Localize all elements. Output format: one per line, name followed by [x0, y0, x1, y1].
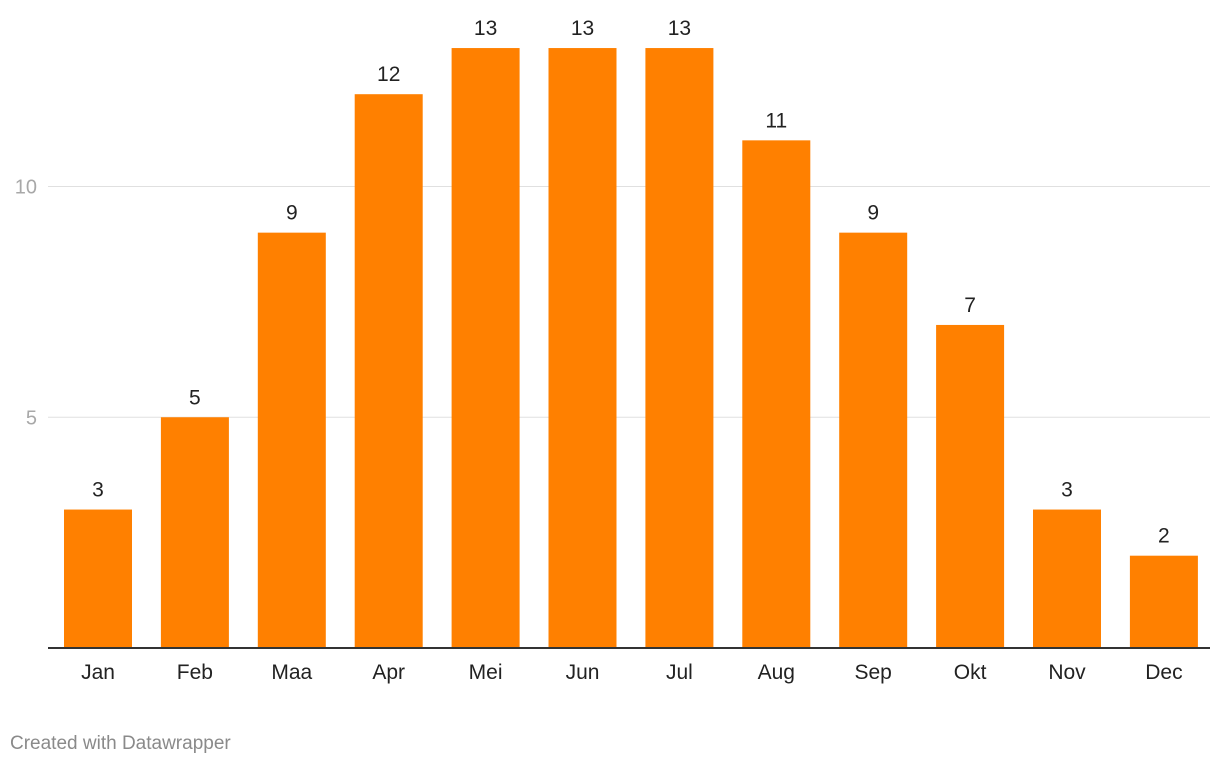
bar-jul[interactable]: [645, 48, 714, 649]
x-tick-label: Jul: [666, 661, 693, 684]
x-tick-label: Mei: [469, 661, 503, 684]
x-tick-label: Aug: [758, 661, 795, 684]
bar-feb[interactable]: [160, 417, 229, 648]
x-tick-label: Jan: [81, 661, 115, 684]
y-tick-label: 5: [26, 407, 37, 429]
x-tick-label: Nov: [1048, 661, 1086, 684]
bars: [64, 48, 1198, 649]
data-label: 9: [286, 202, 298, 225]
data-label: 13: [571, 17, 594, 40]
data-label: 13: [474, 17, 497, 40]
bar-sep[interactable]: [839, 232, 908, 648]
x-tick-label: Dec: [1145, 661, 1182, 684]
y-tick-label: 10: [15, 177, 37, 199]
x-tick-label: Feb: [177, 661, 213, 684]
data-label: 5: [189, 386, 201, 409]
bar-jan[interactable]: [64, 509, 132, 648]
data-label: 11: [765, 109, 787, 132]
bar-maa[interactable]: [257, 232, 326, 648]
x-tick-label: Maa: [271, 661, 312, 684]
bar-mei[interactable]: [451, 48, 520, 649]
data-label: 9: [867, 202, 879, 225]
x-tick-label: Sep: [855, 661, 892, 684]
data-labels: 3 5 9 12 13 13 13 11 9 7 3 2: [92, 17, 1170, 548]
bar-dec[interactable]: [1129, 555, 1198, 648]
data-label: 7: [964, 294, 976, 317]
gridlines: [48, 186, 1210, 418]
bar-nov[interactable]: [1033, 509, 1101, 648]
credit-text[interactable]: Created with Datawrapper: [10, 733, 231, 754]
x-tick-label: Okt: [954, 661, 987, 684]
bar-jun[interactable]: [548, 48, 617, 649]
data-label: 2: [1158, 525, 1170, 548]
data-label: 3: [92, 479, 104, 502]
data-label: 3: [1061, 479, 1073, 502]
data-label: 13: [668, 17, 691, 40]
axes: 5 10 Jan Feb Maa Apr Mei Jun Jul Aug Sep Okt Nov Dec: [15, 177, 1210, 684]
bar-aug[interactable]: [742, 140, 811, 648]
x-tick-label: Apr: [372, 661, 405, 684]
bar-chart: 3 5 9 12 13 13 13 11 9 7 3 2 5 10 Jan Feb Maa Apr Mei Jun J…: [15, 17, 1210, 684]
data-label: 12: [377, 63, 400, 86]
bar-apr[interactable]: [354, 94, 423, 648]
x-tick-label: Jun: [566, 661, 600, 684]
bar-okt[interactable]: [936, 324, 1005, 648]
